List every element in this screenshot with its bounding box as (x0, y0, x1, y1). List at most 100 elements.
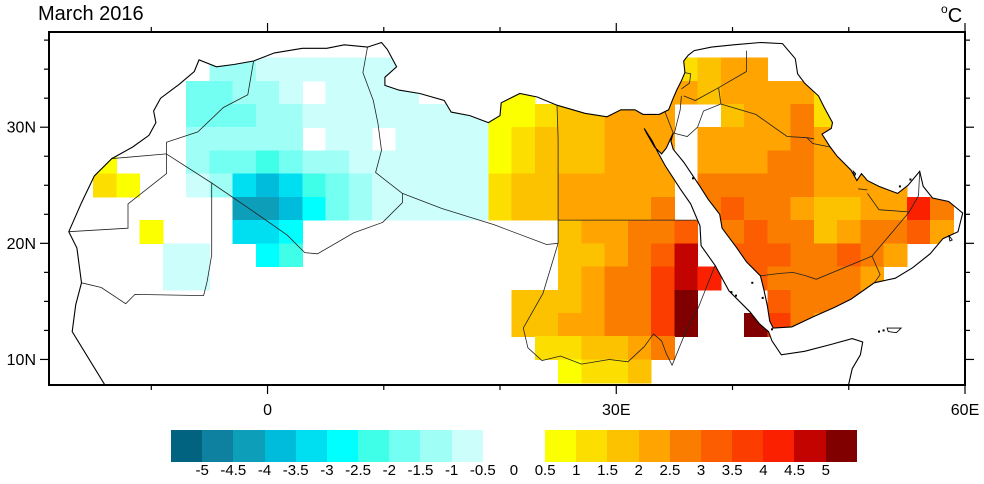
raster-cell (744, 127, 768, 151)
raster-cell (372, 173, 396, 198)
country-border (522, 243, 559, 361)
raster-cell (279, 104, 303, 128)
raster-cell (883, 243, 908, 268)
raster-cell (604, 359, 629, 384)
raster-cell (558, 220, 582, 244)
raster-cell (627, 104, 652, 128)
raster-cell (232, 150, 257, 175)
plot-frame (48, 31, 966, 386)
colorbar-label: -2 (382, 462, 396, 479)
raster-cell (255, 104, 280, 128)
raster-cell (279, 80, 303, 105)
raster-cell (767, 173, 792, 198)
raster-cell (790, 80, 815, 105)
country-border (664, 111, 674, 134)
raster-cell (511, 104, 536, 128)
raster-cell (186, 80, 210, 105)
raster-cell (558, 266, 582, 291)
raster-cell (418, 173, 443, 198)
colorbar-cell (576, 430, 608, 462)
raster-cell (837, 173, 861, 198)
raster-cell (534, 313, 559, 337)
raster-cell (697, 173, 722, 198)
country-border (111, 153, 167, 159)
raster-cell (534, 104, 559, 128)
raster-cell (325, 57, 350, 82)
raster-cell (534, 127, 559, 151)
colorbar-cell (513, 430, 546, 462)
y-axis-label: 20N (7, 236, 36, 253)
islet-speck (751, 281, 754, 284)
islet-speck (882, 329, 885, 332)
colorbar-label: 0.5 (534, 462, 556, 479)
raster-cell (837, 313, 861, 337)
raster-cell (860, 289, 885, 314)
raster-cell (488, 196, 513, 221)
raster-cell (255, 150, 280, 175)
raster-cell (558, 150, 582, 175)
colorbar-cell (389, 430, 421, 462)
colorbar-label: -0.5 (469, 462, 496, 479)
country-border (720, 103, 814, 140)
raster-cell (441, 173, 466, 198)
country-border (402, 193, 559, 245)
raster-cell (209, 173, 234, 198)
raster-cell (860, 196, 885, 221)
raster-cell (720, 243, 745, 268)
raster-cell (813, 220, 838, 244)
raster-cell (837, 243, 861, 268)
raster-cell (348, 104, 373, 128)
island-outline (948, 234, 953, 242)
raster-cell (883, 196, 908, 221)
raster-cell (255, 80, 280, 105)
raster-cell (255, 127, 280, 151)
raster-cell (837, 150, 861, 175)
colorbar-cell (669, 430, 701, 462)
raster-cell (604, 173, 629, 198)
raster-cell (255, 57, 280, 82)
raster-cell (488, 80, 513, 105)
raster-cell (627, 359, 652, 384)
raster-cell (744, 173, 768, 198)
raster-cell (813, 173, 838, 198)
colorbar-label: 2.5 (659, 462, 681, 479)
raster-cell (511, 196, 536, 221)
raster-cell (325, 150, 350, 175)
raster-cell (651, 243, 675, 268)
raster-cell (651, 173, 675, 198)
raster-cell (651, 196, 675, 221)
raster-cell (604, 266, 629, 291)
raster-cell (348, 57, 373, 82)
country-border (871, 255, 881, 284)
colorbar-label: 3 (696, 462, 706, 479)
raster-cell (558, 196, 582, 221)
raster-cell (302, 173, 327, 198)
raster-cell (883, 173, 908, 198)
country-border (211, 182, 403, 255)
colorbar-cell (638, 430, 670, 462)
raster-cell (790, 220, 815, 244)
raster-cell (511, 289, 536, 314)
raster-cell (558, 359, 582, 384)
temperature-anomaly-raster (93, 57, 954, 384)
raster-cell (697, 127, 722, 151)
colorbar-label: -1.5 (407, 462, 434, 479)
country-border (556, 105, 559, 244)
raster-cell (209, 57, 234, 82)
plot-title: March 2016 (38, 3, 144, 25)
colorbar-cell (732, 430, 764, 462)
raster-cell (348, 127, 373, 151)
raster-cell (372, 80, 396, 105)
raster-cell (395, 196, 420, 221)
raster-cell (325, 80, 350, 105)
colorbar-cell (264, 430, 296, 462)
colorbar-cell (420, 430, 452, 462)
colorbar-label: 4 (759, 462, 768, 479)
colorbar-label: 0 (509, 462, 519, 479)
islet-speck (878, 330, 880, 333)
colorbar-cell (326, 430, 359, 462)
country-border (674, 95, 682, 134)
raster-cell (465, 150, 489, 175)
